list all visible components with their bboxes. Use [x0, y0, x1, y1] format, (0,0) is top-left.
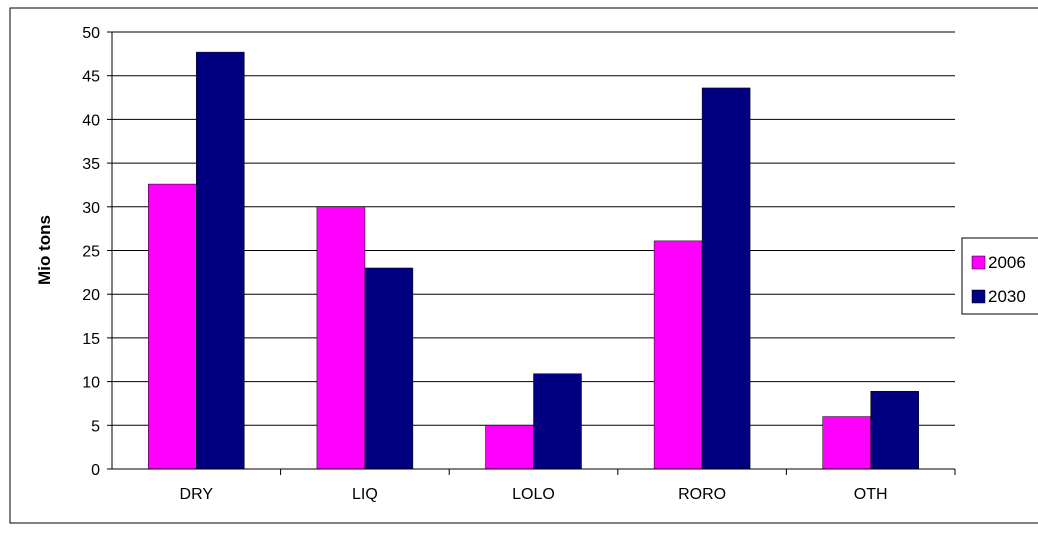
- legend-swatch-2030: [971, 289, 986, 304]
- legend-label-2006: 2006: [988, 253, 1026, 272]
- bar-roro-2030: [701, 87, 751, 470]
- y-axis-label: Mio tons: [35, 215, 54, 285]
- y-tick-label-5: 5: [91, 418, 100, 435]
- x-tick-label-dry: DRY: [180, 486, 214, 503]
- x-tick-label-lolo: LOLO: [512, 486, 555, 503]
- bar-oth-2006: [822, 416, 871, 470]
- bars: [148, 51, 919, 470]
- y-tick-label-35: 35: [82, 156, 100, 173]
- y-tick-label-30: 30: [82, 200, 100, 217]
- bar-liq-2030: [364, 267, 414, 470]
- bar-dry-2006: [148, 183, 197, 470]
- bar-roro-2006: [653, 240, 703, 470]
- x-tick-label-roro: RORO: [678, 486, 726, 503]
- bar-lolo-2006: [485, 425, 534, 470]
- bar-dry-2030: [196, 51, 245, 470]
- x-tick-label-liq: LIQ: [352, 486, 378, 503]
- y-tick-label-10: 10: [82, 375, 100, 392]
- y-tick-label-0: 0: [91, 462, 100, 479]
- bar-liq-2006: [316, 206, 366, 470]
- legend-swatch-2006: [971, 255, 986, 270]
- legend-label-2030: 2030: [988, 287, 1026, 306]
- y-tick-label-25: 25: [82, 244, 100, 261]
- x-tick-labels: DRY LIQ LOLO RORO OTH: [180, 469, 956, 503]
- y-tick-label-40: 40: [82, 112, 100, 129]
- y-tick-label-20: 20: [82, 287, 100, 304]
- bar-oth-2030: [870, 390, 919, 470]
- y-tick-labels: 0 5 10 15 20 25 30 35 40 45 50: [82, 25, 112, 479]
- legend: 2006 2030: [961, 237, 1038, 315]
- y-tick-label-15: 15: [82, 331, 100, 348]
- bar-lolo-2030: [533, 373, 582, 470]
- y-tick-label-50: 50: [82, 25, 100, 42]
- y-tick-label-45: 45: [82, 69, 100, 86]
- x-tick-label-oth: OTH: [854, 486, 888, 503]
